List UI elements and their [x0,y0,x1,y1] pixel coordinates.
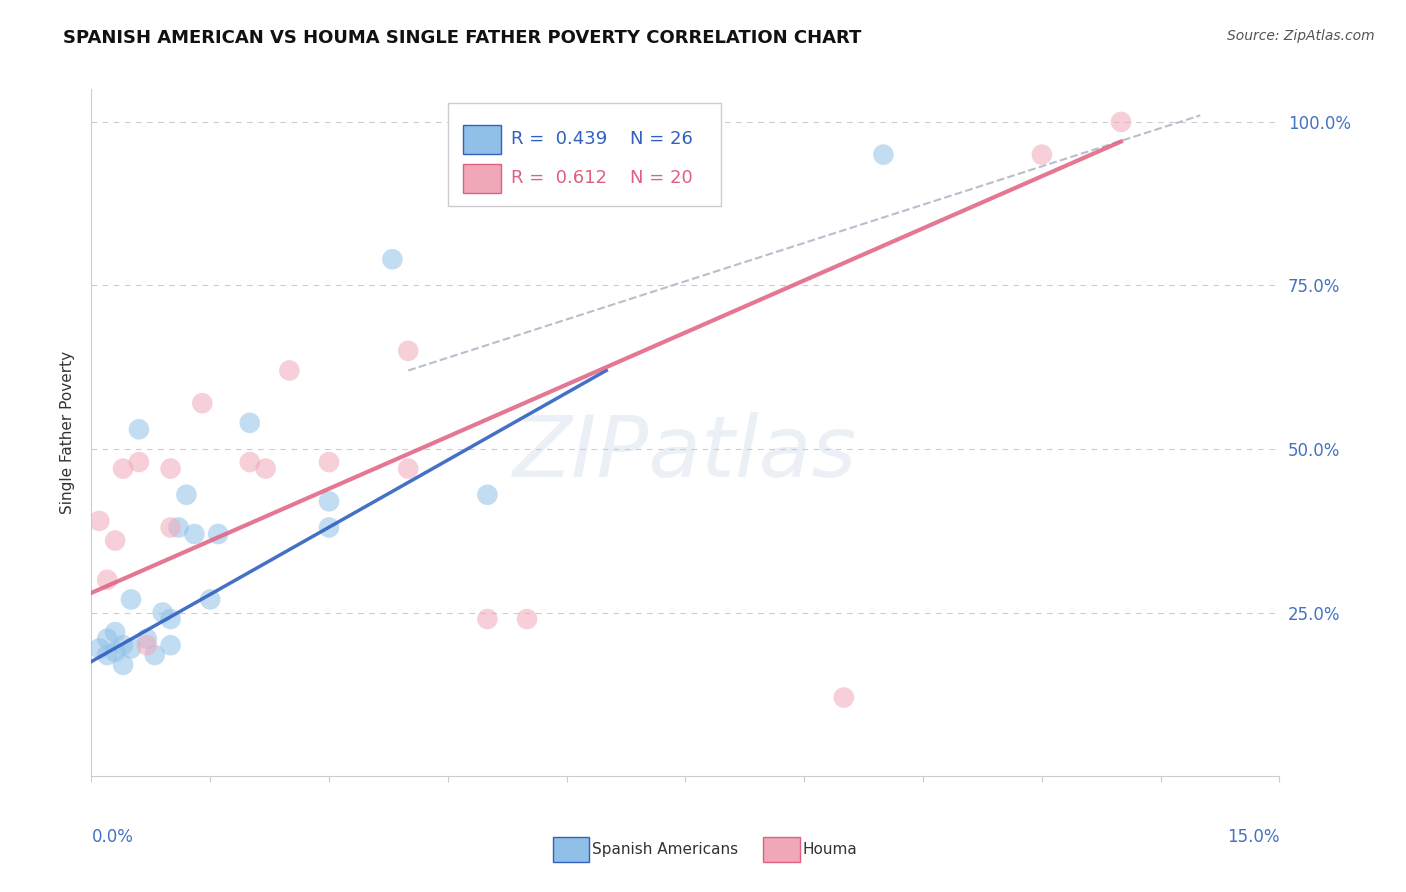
Text: Houma: Houma [803,842,858,856]
Point [159,612,181,626]
Point [128,422,150,436]
Text: 15.0%: 15.0% [1227,828,1279,846]
Point [516,612,538,626]
Point [135,638,157,652]
Y-axis label: Single Father Poverty: Single Father Poverty [60,351,76,514]
Point [96,632,118,646]
Point [254,461,277,475]
Point [152,606,174,620]
Point [120,641,142,656]
Point [278,363,301,377]
Point [112,461,135,475]
Point [207,527,229,541]
Point [239,455,262,469]
Point [112,657,135,672]
Point [176,488,198,502]
Point [872,147,894,161]
Point [159,638,181,652]
Point [159,461,181,475]
Point [96,648,118,662]
Point [167,520,190,534]
Point [159,520,181,534]
Point [396,461,419,475]
Point [381,252,404,267]
Point [1031,147,1053,161]
FancyBboxPatch shape [447,103,721,206]
Text: N = 26: N = 26 [630,130,693,148]
Point [396,343,419,358]
Point [477,488,499,502]
Point [318,520,340,534]
Point [96,573,118,587]
Point [128,455,150,469]
Text: Source: ZipAtlas.com: Source: ZipAtlas.com [1227,29,1375,43]
Point [477,612,499,626]
Text: ZIPatlas: ZIPatlas [513,412,858,495]
Point [318,455,340,469]
Point [104,625,127,640]
Point [143,648,166,662]
Text: 0.0%: 0.0% [91,828,134,846]
Text: R =  0.612: R = 0.612 [510,169,607,187]
Point [104,533,127,548]
Point [112,638,135,652]
Text: R =  0.439: R = 0.439 [510,130,607,148]
Text: N = 20: N = 20 [630,169,692,187]
Point [318,494,340,508]
Point [89,514,111,528]
Point [832,690,855,705]
FancyBboxPatch shape [463,164,502,193]
Point [183,527,205,541]
Point [135,632,157,646]
Text: SPANISH AMERICAN VS HOUMA SINGLE FATHER POVERTY CORRELATION CHART: SPANISH AMERICAN VS HOUMA SINGLE FATHER … [63,29,862,46]
Text: Spanish Americans: Spanish Americans [592,842,738,856]
Point [191,396,214,410]
FancyBboxPatch shape [463,125,502,153]
Point [89,641,111,656]
Point [120,592,142,607]
Point [104,645,127,659]
Point [1109,115,1132,129]
Point [239,416,262,430]
Point [200,592,222,607]
